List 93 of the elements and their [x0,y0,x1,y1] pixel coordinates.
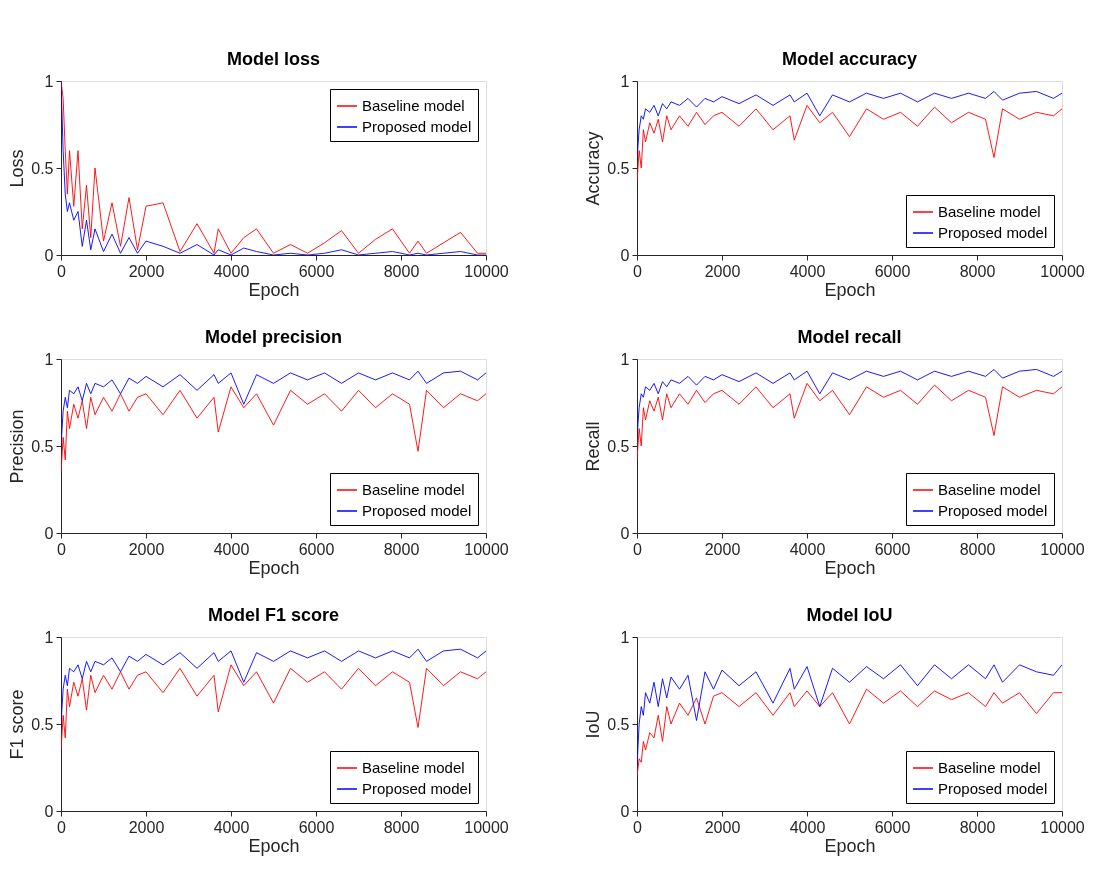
y-tick-label: 0 [620,246,630,264]
x-tick-label: 4000 [789,818,826,836]
x-tick-label: 0 [633,262,643,280]
x-tick-label: 8000 [959,818,996,836]
chart-title: Model F1 score [207,605,340,625]
y-axis-title: Accuracy [583,131,604,206]
legend-label: Proposed model [362,502,472,519]
x-tick-label: 10000 [464,262,509,280]
x-tick-label: 2000 [128,262,165,280]
y-tick-label: 0 [44,802,54,820]
line-series [637,104,1062,183]
y-tick-label: 0 [44,524,54,542]
legend-label: Proposed model [362,118,472,135]
chart-title: Model loss [226,49,321,69]
x-tick-label: 6000 [874,540,911,558]
y-tick-label: 0 [620,802,630,820]
y-axis-title: IoU [583,710,604,739]
x-tick-label: 0 [57,262,67,280]
x-tick-label: 10000 [1040,262,1085,280]
y-tick-label: 1 [44,72,54,90]
legend-label: Proposed model [938,502,1048,519]
chart-title: Model precision [204,327,343,347]
x-tick-label: 2000 [704,540,741,558]
x-tick-label: 10000 [1040,540,1085,558]
x-tick-label: 8000 [959,262,996,280]
y-axis-title: F1 score [7,689,28,760]
y-axis-title: Loss [7,149,28,188]
x-tick-label: 6000 [298,262,335,280]
x-tick-label: 6000 [298,818,335,836]
chart-title: Model IoU [806,605,893,625]
y-tick-label: 1 [44,350,54,368]
x-tick-label: 6000 [874,262,911,280]
x-tick-label: 8000 [383,818,420,836]
x-axis-title: Epoch [824,557,876,578]
chart-title: Model recall [797,327,902,347]
x-tick-label: 4000 [213,540,250,558]
y-tick-label: 0.5 [607,437,630,455]
x-tick-label: 2000 [704,818,741,836]
y-axis-title: Recall [583,421,604,472]
x-tick-label: 2000 [128,818,165,836]
legend-label: Baseline model [362,97,465,114]
x-tick-label: 8000 [383,540,420,558]
x-axis-title: Epoch [248,835,300,856]
legend-label: Baseline model [362,759,465,776]
x-tick-label: 6000 [298,540,335,558]
y-tick-label: 0.5 [31,437,54,455]
x-tick-label: 0 [57,540,67,558]
x-tick-label: 0 [633,540,643,558]
y-tick-label: 0.5 [31,159,54,177]
x-tick-label: 8000 [383,262,420,280]
x-tick-label: 2000 [704,262,741,280]
line-series [637,90,1062,160]
y-tick-label: 0 [620,524,630,542]
x-tick-label: 4000 [213,818,250,836]
legend-label: Proposed model [362,780,472,797]
legend-label: Baseline model [362,481,465,498]
x-tick-label: 0 [57,818,67,836]
y-axis-title: Precision [7,409,28,484]
legend-label: Proposed model [938,780,1048,797]
y-tick-label: 1 [620,350,630,368]
x-axis-title: Epoch [824,835,876,856]
x-axis-title: Epoch [248,557,300,578]
y-tick-label: 1 [44,628,54,646]
legend-label: Baseline model [938,203,1041,220]
x-tick-label: 2000 [128,540,165,558]
x-tick-label: 10000 [464,818,509,836]
line-series [61,648,486,725]
y-tick-label: 1 [620,72,630,90]
legend-label: Baseline model [938,759,1041,776]
y-tick-label: 0.5 [31,715,54,733]
x-tick-label: 10000 [464,540,509,558]
y-tick-label: 0.5 [607,715,630,733]
y-tick-label: 0 [44,246,54,264]
x-axis-title: Epoch [824,279,876,300]
y-tick-label: 1 [620,628,630,646]
line-series [637,688,1062,777]
x-tick-label: 4000 [789,540,826,558]
x-tick-label: 0 [633,818,643,836]
line-series [61,664,486,751]
line-series [61,370,486,447]
line-series [637,368,1062,438]
x-tick-label: 4000 [789,262,826,280]
x-tick-label: 8000 [959,540,996,558]
line-series [61,386,486,473]
line-series [637,382,1062,461]
chart-title: Model accuracy [781,49,918,69]
x-axis-title: Epoch [248,279,300,300]
legend-label: Proposed model [938,224,1048,241]
x-tick-label: 6000 [874,818,911,836]
legend-label: Baseline model [938,481,1041,498]
y-tick-label: 0.5 [607,159,630,177]
x-tick-label: 4000 [213,262,250,280]
x-tick-label: 10000 [1040,818,1085,836]
